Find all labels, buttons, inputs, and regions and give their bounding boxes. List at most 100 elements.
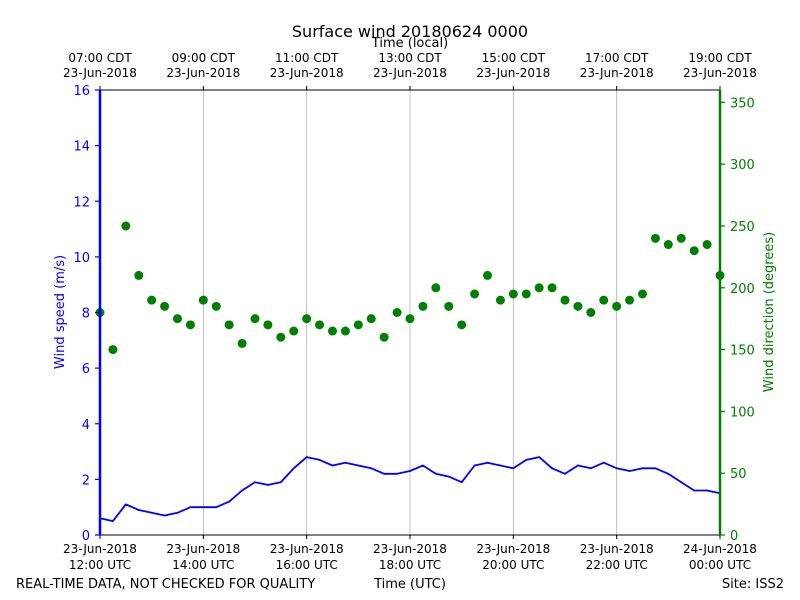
speed-point-6 — [176, 511, 179, 514]
y-tick-label-0: 0 — [82, 529, 90, 544]
y-tick-label-6: 12 — [73, 195, 90, 210]
speed-point-29 — [473, 464, 476, 467]
speed-point-1 — [112, 520, 114, 522]
footer-quality-note: REAL-TIME DATA, NOT CHECKED FOR QUALITY — [16, 577, 315, 592]
direction-point-41 — [625, 295, 635, 305]
right-axis-ticks: 0 50 100 150 200 250 300 350 — [720, 96, 755, 544]
speed-point-44 — [667, 472, 670, 475]
direction-point-33 — [521, 289, 531, 299]
direction-point-32 — [508, 289, 518, 299]
y-tick-label-5: 10 — [73, 251, 90, 266]
direction-point-30 — [483, 270, 492, 280]
direction-point-12 — [250, 314, 260, 324]
speed-point-16 — [305, 456, 308, 459]
speed-point-4 — [150, 511, 153, 514]
left-axis-ticks: 0 2 4 6 8 10 12 14 16 — [73, 84, 100, 544]
speed-point-7 — [189, 506, 192, 509]
speed-point-5 — [163, 514, 166, 517]
speed-point-47 — [706, 489, 708, 492]
direction-point-31 — [495, 295, 505, 305]
speed-point-12 — [254, 481, 256, 484]
direction-point-47 — [702, 240, 712, 250]
y-tick-label-8: 16 — [73, 84, 90, 99]
direction-point-27 — [444, 301, 454, 311]
speed-point-3 — [137, 509, 140, 511]
speed-point-26 — [434, 472, 437, 475]
x-tick-label-0: 23-Jun-2018 12:00 UTC — [63, 542, 137, 572]
direction-point-13 — [263, 320, 273, 330]
direction-point-38 — [586, 308, 596, 317]
direction-point-7 — [185, 320, 195, 330]
speed-point-40 — [615, 467, 618, 470]
top-axis-label: Time (local) — [371, 36, 448, 51]
direction-point-15 — [289, 326, 299, 336]
speed-point-35 — [551, 467, 553, 470]
direction-point-35 — [547, 283, 557, 293]
y-tick-label-2: 4 — [82, 418, 90, 433]
y-tick-label-1: 2 — [82, 473, 90, 488]
direction-point-19 — [340, 326, 350, 336]
top-tick-label-5: 17:00 CDT 23-Jun-2018 — [580, 51, 654, 80]
y2-tick-label-5: 250 — [730, 220, 755, 235]
x-tick-label-1: 23-Jun-2018 14:00 UTC — [166, 542, 240, 572]
direction-point-24 — [405, 314, 415, 324]
y-tick-label-3: 6 — [82, 362, 90, 377]
speed-point-42 — [641, 467, 644, 470]
speed-point-38 — [589, 467, 592, 470]
x-tick-label-5: 23-Jun-2018 22:00 UTC — [580, 542, 654, 572]
direction-point-5 — [160, 301, 170, 311]
direction-point-42 — [638, 289, 647, 299]
direction-point-34 — [534, 283, 544, 293]
direction-point-28 — [457, 320, 467, 330]
y2-tick-label-7: 350 — [730, 96, 755, 111]
speed-point-36 — [564, 472, 566, 475]
x-tick-label-6: 24-Jun-2018 00:00 UTC — [683, 542, 757, 572]
y-tick-label-7: 14 — [73, 140, 90, 155]
direction-point-40 — [612, 301, 622, 311]
speed-point-45 — [680, 481, 683, 484]
direction-point-3 — [134, 270, 144, 280]
x-tick-label-3: 23-Jun-2018 18:00 UTC — [373, 542, 447, 572]
speed-point-24 — [409, 470, 411, 472]
speed-point-9 — [215, 506, 218, 509]
direction-point-23 — [392, 308, 402, 317]
speed-point-31 — [499, 464, 502, 467]
y-tick-label-4: 8 — [82, 307, 90, 322]
direction-point-45 — [676, 233, 686, 243]
direction-point-44 — [663, 240, 673, 250]
direction-point-46 — [689, 246, 699, 256]
speed-point-23 — [396, 472, 398, 475]
direction-point-39 — [599, 295, 609, 305]
direction-point-17 — [315, 320, 325, 330]
top-tick-label-6: 19:00 CDT 23-Jun-2018 — [683, 51, 757, 80]
direction-point-16 — [302, 314, 312, 324]
speed-point-17 — [318, 459, 321, 461]
speed-point-21 — [370, 467, 373, 470]
speed-point-33 — [525, 459, 528, 461]
speed-point-46 — [693, 489, 696, 492]
direction-point-4 — [147, 295, 157, 305]
footer-site-label: Site: ISS2 — [722, 577, 784, 592]
speed-point-11 — [241, 489, 243, 492]
speed-point-22 — [383, 472, 386, 475]
x-tick-label-2: 23-Jun-2018 16:00 UTC — [270, 542, 344, 572]
direction-point-21 — [366, 314, 376, 324]
y2-tick-label-0: 0 — [730, 529, 738, 544]
x-tick-label-4: 23-Jun-2018 20:00 UTC — [476, 542, 550, 572]
direction-point-37 — [573, 301, 583, 311]
speed-point-32 — [512, 467, 515, 470]
top-tick-label-1: 09:00 CDT 23-Jun-2018 — [166, 51, 240, 80]
direction-point-6 — [173, 314, 182, 324]
direction-point-29 — [470, 289, 480, 299]
gridlines — [202, 90, 618, 535]
speed-point-10 — [228, 500, 231, 503]
speed-point-13 — [267, 484, 269, 486]
top-tick-label-4: 15:00 CDT 23-Jun-2018 — [476, 51, 550, 80]
speed-point-34 — [538, 456, 541, 459]
y2-tick-label-2: 100 — [730, 405, 755, 420]
direction-point-25 — [418, 301, 428, 311]
left-axis-label: Wind speed (m/s) — [53, 255, 68, 369]
top-axis-ticks: 07:00 CDT 23-Jun-2018 09:00 CDT 23-Jun-2018… — [63, 51, 757, 90]
direction-point-1 — [108, 345, 118, 355]
